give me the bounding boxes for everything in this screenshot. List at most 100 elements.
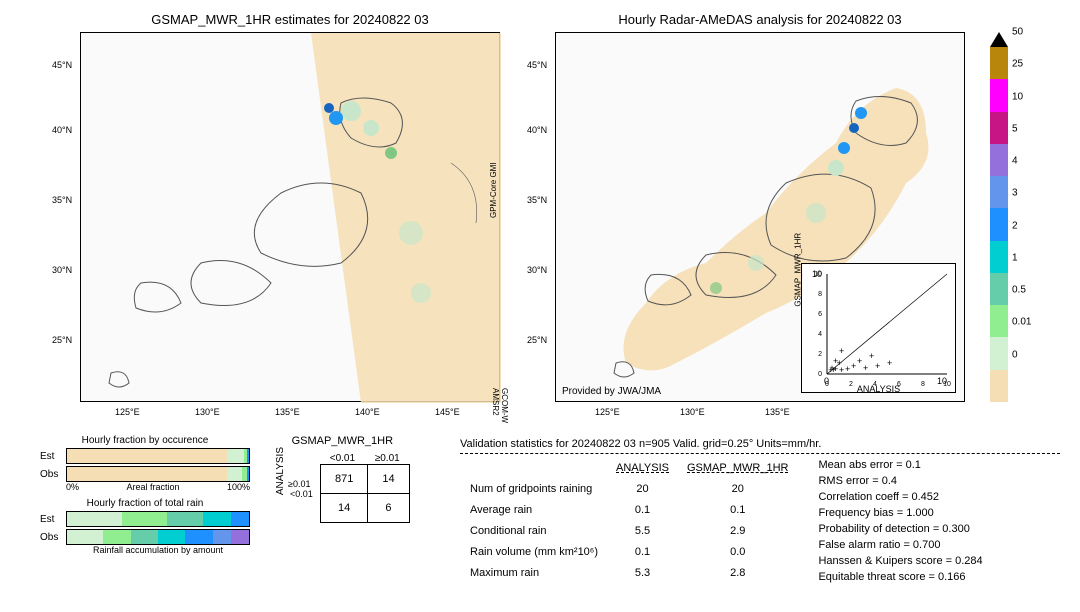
colorbar-seg xyxy=(990,144,1008,176)
lat-tick: 30°N xyxy=(527,265,547,275)
score-line: Correlation coeff = 0.452 xyxy=(818,489,982,505)
col-ge: ≥0.01 xyxy=(365,453,410,464)
bar-seg xyxy=(231,530,249,544)
cell: 871 xyxy=(321,465,368,494)
scatter-point: + xyxy=(863,363,868,373)
precip xyxy=(748,255,764,271)
colorbar-tick: 25 xyxy=(1012,59,1023,70)
stat-val: 5.5 xyxy=(608,522,677,541)
colorbar: 502510543210.50.010 xyxy=(990,32,1008,402)
lon-tick: 145°E xyxy=(435,407,460,417)
col1: ANALYSIS xyxy=(608,459,677,478)
precip xyxy=(324,103,334,113)
left-map: GPM-Core GMI GCOM-WAMSR2 xyxy=(80,32,500,402)
table-row: Maximum rain5.32.8 xyxy=(462,564,796,583)
bar-seg xyxy=(203,512,230,526)
provider-label: Provided by JWA/JMA xyxy=(562,386,661,397)
bar-seg xyxy=(213,530,231,544)
svg-text:0: 0 xyxy=(818,371,822,378)
validation-header: Validation statistics for 20240822 03 n=… xyxy=(460,438,1060,450)
stat-label: Average rain xyxy=(462,501,606,520)
scatter-inset: +++++++++++++++00224466881010 ANALYSIS G… xyxy=(801,263,956,393)
stat-val: 0.1 xyxy=(608,501,677,520)
stat-label: Num of gridpoints raining xyxy=(462,480,606,499)
table-row: Rain volume (mm km²10⁶)0.10.0 xyxy=(462,543,796,562)
lon-tick: 135°E xyxy=(765,407,790,417)
cell: 6 xyxy=(368,494,409,523)
lon-tick: 125°E xyxy=(595,407,620,417)
bar-seg xyxy=(122,512,168,526)
lat-tick: 25°N xyxy=(527,335,547,345)
lat-tick: 35°N xyxy=(52,195,72,205)
colorbar-tick: 10 xyxy=(1012,91,1023,102)
stat-val: 2.8 xyxy=(679,564,796,583)
bar-seg xyxy=(167,512,203,526)
bar-seg xyxy=(158,530,185,544)
xlabel: Areal fraction xyxy=(126,482,179,492)
lon-tick: 130°E xyxy=(195,407,220,417)
precip xyxy=(838,142,850,154)
colorbar-seg xyxy=(990,112,1008,144)
colorbar-tick: 1 xyxy=(1012,252,1018,263)
row-ge: ≥0.01 xyxy=(288,479,318,489)
occurrence-panel: Hourly fraction by occurence Est Obs 0% … xyxy=(40,435,250,555)
right-map: Provided by JWA/JMA +++++++++++++++00224… xyxy=(555,32,965,402)
bar-seg xyxy=(67,449,227,463)
bar-seg xyxy=(247,449,249,463)
colorbar-tick: 2 xyxy=(1012,220,1018,231)
validation-scores: Mean abs error = 0.1RMS error = 0.4Corre… xyxy=(818,457,982,585)
col-lt: <0.01 xyxy=(320,453,365,464)
svg-text:4: 4 xyxy=(818,331,822,338)
totalrain-est-bar xyxy=(66,511,250,527)
precip xyxy=(341,101,361,121)
table-row: Num of gridpoints raining2020 xyxy=(462,480,796,499)
scatter-plot: +++++++++++++++00224466881010 xyxy=(802,264,957,394)
precip xyxy=(411,283,431,303)
x0: 0% xyxy=(66,482,79,492)
lon-tick: 135°E xyxy=(275,407,300,417)
stat-val: 5.3 xyxy=(608,564,677,583)
totalrain-xlabel: Rainfall accumulation by amount xyxy=(40,545,250,555)
colorbar-seg xyxy=(990,305,1008,337)
scatter-point: + xyxy=(837,358,842,368)
colorbar-seg xyxy=(990,47,1008,79)
validation-table: ANALYSISGSMAP_MWR_1HR Num of gridpoints … xyxy=(460,457,798,585)
bar-seg xyxy=(227,449,243,463)
colorbar-seg xyxy=(990,79,1008,111)
est-label: Est xyxy=(40,451,62,462)
stat-label: Maximum rain xyxy=(462,564,606,583)
lat-tick: 45°N xyxy=(527,60,547,70)
colorbar-tick: 4 xyxy=(1012,156,1018,167)
score-line: Probability of detection = 0.300 xyxy=(818,521,982,537)
colorbar-tick: 3 xyxy=(1012,188,1018,199)
precip xyxy=(828,160,844,176)
stat-label: Rain volume (mm km²10⁶) xyxy=(462,543,606,562)
lon-tick: 140°E xyxy=(355,407,380,417)
occurrence-est-bar xyxy=(66,448,250,464)
score-line: False alarm ratio = 0.700 xyxy=(818,537,982,553)
sat-swath xyxy=(311,33,501,403)
table-row: Conditional rain5.52.9 xyxy=(462,522,796,541)
sat-label-amsr: GCOM-WAMSR2 xyxy=(491,388,509,423)
precip xyxy=(385,147,397,159)
lat-tick: 35°N xyxy=(527,195,547,205)
contingency-title: GSMAP_MWR_1HR xyxy=(275,435,410,447)
precip xyxy=(363,120,379,136)
colorbar-seg xyxy=(990,337,1008,369)
bar-seg xyxy=(231,512,249,526)
lat-tick: 40°N xyxy=(527,125,547,135)
contingency-panel: GSMAP_MWR_1HR ANALYSIS <0.01 ≥0.01 <0.01… xyxy=(275,435,410,495)
bar-seg xyxy=(131,530,158,544)
stat-label: Conditional rain xyxy=(462,522,606,541)
colorbar-tick: 0 xyxy=(1012,349,1018,360)
bar-seg xyxy=(227,467,242,481)
lon-tick: 130°E xyxy=(680,407,705,417)
sat-label-1: GPM-Core GMI xyxy=(489,162,498,218)
scatter-point: + xyxy=(839,346,844,356)
bar-seg xyxy=(247,467,249,481)
occurrence-title: Hourly fraction by occurence xyxy=(40,435,250,446)
contingency-side: ANALYSIS xyxy=(275,447,286,495)
precip xyxy=(849,123,859,133)
lon-tick: 125°E xyxy=(115,407,140,417)
precip xyxy=(806,203,826,223)
